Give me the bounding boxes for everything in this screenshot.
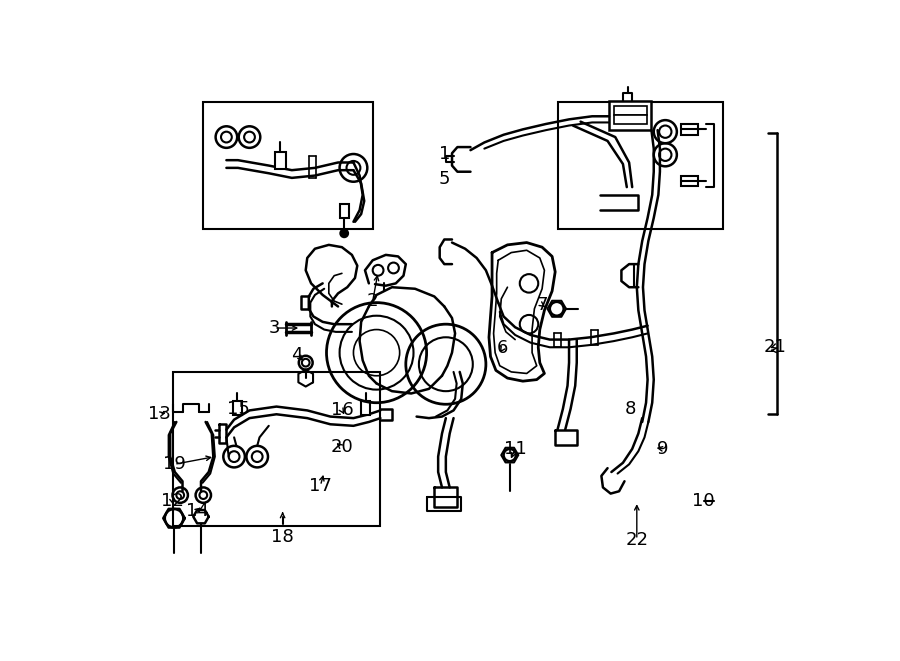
Text: 15: 15	[227, 400, 249, 418]
Text: 20: 20	[330, 438, 354, 456]
Text: 8: 8	[625, 400, 636, 418]
Bar	[614, 115, 647, 124]
Bar	[557, 102, 723, 229]
Text: 4: 4	[292, 346, 303, 364]
Text: 12: 12	[161, 492, 184, 510]
Text: 1: 1	[438, 145, 450, 163]
Text: 19: 19	[163, 455, 185, 473]
Text: 16: 16	[330, 401, 354, 420]
Text: 6: 6	[497, 339, 508, 357]
Text: 22: 22	[626, 531, 648, 549]
Text: 17: 17	[309, 477, 332, 495]
Text: 13: 13	[148, 405, 171, 423]
Bar	[680, 176, 698, 186]
Text: 7: 7	[536, 296, 548, 314]
Text: 5: 5	[438, 171, 450, 188]
Text: 3: 3	[268, 319, 280, 337]
Text: 10: 10	[692, 492, 716, 510]
Text: 21: 21	[763, 338, 786, 356]
Text: 11: 11	[504, 440, 526, 458]
Text: 2: 2	[367, 292, 378, 310]
Bar	[339, 204, 349, 218]
Bar	[274, 153, 285, 169]
Bar	[232, 401, 242, 415]
Bar	[614, 106, 647, 115]
Bar	[203, 102, 373, 229]
Text: 14: 14	[185, 502, 209, 520]
Circle shape	[340, 229, 348, 237]
Text: 9: 9	[657, 440, 669, 458]
Text: 18: 18	[271, 529, 294, 547]
Bar	[173, 372, 381, 526]
Bar	[680, 124, 698, 135]
Bar	[361, 401, 371, 415]
Bar	[609, 101, 652, 130]
